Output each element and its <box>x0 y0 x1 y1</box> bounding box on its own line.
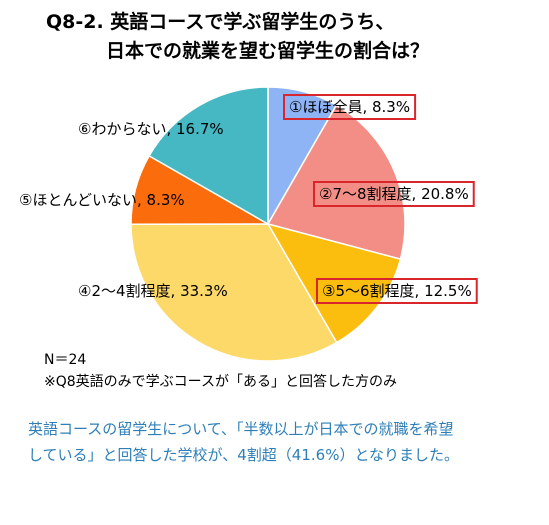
sample-size-note: N＝24 <box>44 352 87 368</box>
label-highlight-box-2 <box>313 181 475 207</box>
summary-line-1: 英語コースの留学生について、「半数以上が日本での就職を希望 <box>28 420 454 438</box>
pie-slice-3 <box>266 222 402 344</box>
summary-text: 英語コースの留学生について、「半数以上が日本での就職を希望 している」と回答した… <box>28 416 528 468</box>
respondent-note: ※Q8英語のみで学ぶコースが「ある」と回答した方のみ <box>44 374 397 390</box>
pie-slice-4 <box>130 223 338 362</box>
label-highlight-box-3 <box>316 278 478 304</box>
slice-label-1: ①ほぼ全員, 8.3% <box>289 98 410 116</box>
slice-label-2: ②7～8割程度, 20.8% <box>319 185 469 203</box>
label-highlight-box-1 <box>283 94 417 120</box>
slice-label-4: ④2～4割程度, 33.3% <box>78 282 228 300</box>
slice-label-6: ⑥わからない, 16.7% <box>78 120 224 138</box>
title-line-1: Q8-2. 英語コースで学ぶ留学生のうち、 <box>46 11 395 33</box>
slice-label-3: ③5～6割程度, 12.5% <box>322 282 472 300</box>
slice-label-5: ⑤ほとんどいない, 8.3% <box>19 191 185 209</box>
summary-line-2: している」と回答した学校が、4割超（41.6%）となりました。 <box>28 446 459 464</box>
title-line-2: 日本での就業を望む留学生の割合は？ <box>106 40 430 62</box>
pie-slice-6 <box>148 86 269 226</box>
